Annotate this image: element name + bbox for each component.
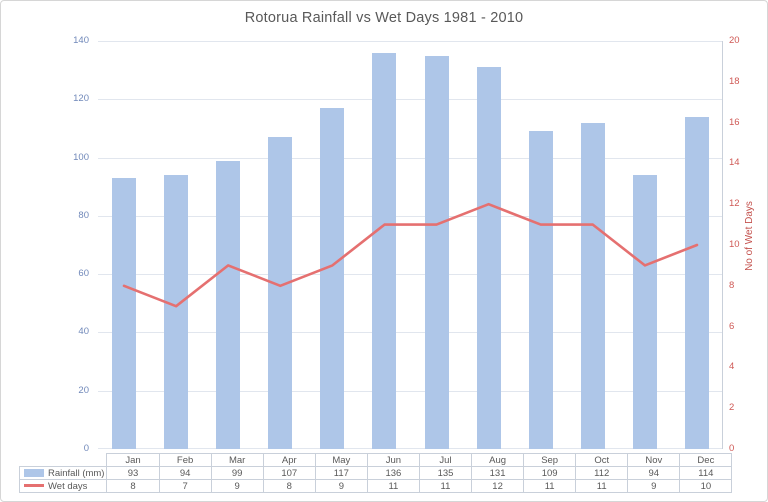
rainfall-bar-oct[interactable] [580,122,605,449]
tick-left-label-100: 100 [73,151,89,163]
month-header-jul: Jul [418,453,473,467]
rainfall-bar-aug[interactable] [476,67,501,449]
gridline-60 [98,274,722,276]
tick-right-label-16: 16 [729,116,740,128]
rainfall-bar-jun[interactable] [372,52,397,449]
month-header-nov: Nov [627,453,681,467]
tick-right-label-10: 10 [729,239,740,250]
chart-title: Rotorua Rainfall vs Wet Days 1981 - 2010 [244,10,524,26]
table-value-rainfall--mm--feb: 94 [158,466,212,480]
month-header-jan: Jan [106,453,160,467]
table-value-wet-days-oct: 11 [575,479,629,493]
rainfall-bar-nov[interactable] [632,175,657,449]
rainfall-bar-may[interactable] [320,108,345,449]
tick-left-label-40: 40 [78,326,89,338]
tick-left-label-80: 80 [78,209,89,221]
wet-days-legend-swatch-icon [24,483,44,487]
table-value-rainfall--mm--oct: 112 [575,466,629,480]
rainfall-bar-feb[interactable] [164,175,189,449]
tick-left-label-20: 20 [78,384,89,396]
table-value-rainfall--mm--jun: 136 [366,466,420,480]
table-corner-cell [20,454,107,467]
legend-wet-days[interactable]: Wet days [18,479,108,493]
table-row-months: Jan Feb Mar Apr May Jun Jul Aug Sep Oct Nov Dec [20,453,733,467]
table-value-wet-days-feb: 7 [158,479,212,493]
table-value-rainfall--mm--may: 117 [314,466,368,480]
table-value-wet-days-sep: 11 [523,479,577,493]
tick-right-label-2: 2 [729,402,735,414]
table-value-wet-days-aug: 12 [471,479,525,493]
gridline-140 [98,41,722,42]
month-header-aug: Aug [471,453,525,467]
tick-left-label-60: 60 [78,268,89,280]
table-value-wet-days-mar: 9 [210,479,264,493]
tick-right-label-18: 18 [729,75,740,87]
legend-label: Rainfall (mm) [48,467,105,479]
gridline-80 [98,215,722,217]
wet-days-line[interactable] [122,202,699,308]
table-value-wet-days-nov: 9 [627,479,681,493]
legend-label: Wet days [48,480,88,492]
wet-days-line-series [122,202,699,308]
table-row-wet-days: Wet days 8 7 9 8 9 11 11 12 11 11 9 10 [18,479,733,493]
tick-right-label-0: 0 [729,443,735,454]
table-value-wet-days-dec: 10 [679,479,733,493]
table-row-rainfall: Rainfall (mm) 93 94 99 107 117 136 135 131 109 112… [18,466,733,480]
gridline-40 [98,332,722,334]
table-value-wet-days-apr: 8 [262,479,316,493]
table-value-wet-days-may: 9 [314,479,368,493]
tick-right-label-8: 8 [729,279,735,291]
table-value-rainfall--mm--sep: 109 [523,466,577,480]
tick-right-label-20: 20 [729,35,740,46]
rainfall-bar-sep[interactable] [528,131,553,449]
rainfall-bar-jan[interactable] [112,177,137,449]
tick-left-label-140: 140 [73,35,89,46]
table-value-rainfall--mm--apr: 107 [262,466,316,480]
month-header-may: May [314,453,368,467]
rainfall-bar-mar[interactable] [216,160,241,449]
rainfall-bar-dec[interactable] [684,116,709,449]
month-header-feb: Feb [158,453,212,467]
table-value-rainfall--mm--aug: 131 [471,466,525,480]
rainfall-bar-jul[interactable] [424,55,449,449]
month-header-jun: Jun [366,453,420,467]
rainfall-bar-apr[interactable] [268,137,293,449]
table-value-wet-days-jun: 11 [366,479,420,493]
table-value-rainfall--mm--dec: 114 [679,466,733,480]
table-value-rainfall--mm--mar: 99 [210,466,264,480]
table-value-rainfall--mm--nov: 94 [627,466,681,480]
tick-right-label-14: 14 [729,157,740,169]
table-value-rainfall--mm--jan: 93 [106,466,160,480]
month-header-mar: Mar [210,453,264,467]
month-header-oct: Oct [575,453,629,467]
tick-right-label-6: 6 [729,320,735,332]
month-header-sep: Sep [523,453,577,467]
plot-area [98,41,723,449]
gridline-20 [98,390,722,392]
gridline-0 [98,448,722,449]
right-axis-title: No of Wet Days [744,201,755,271]
table-value-wet-days-jul: 11 [418,479,473,493]
month-header-apr: Apr [262,453,316,467]
data-table: Jan Feb Mar Apr May Jun Jul Aug Sep Oct Nov Dec Rain… [18,453,733,493]
month-header-dec: Dec [679,453,733,467]
rainfall-legend-swatch-icon [24,468,44,477]
tick-right-label-4: 4 [729,361,735,373]
gridline-120 [98,99,722,101]
legend-rainfall[interactable]: Rainfall (mm) [18,466,108,480]
table-value-wet-days-jan: 8 [106,479,160,493]
tick-left-label-0: 0 [83,443,89,454]
tick-right-label-12: 12 [729,198,740,210]
tick-left-label-120: 120 [73,93,89,105]
table-value-rainfall--mm--jul: 135 [418,466,473,480]
gridline-100 [98,157,722,159]
